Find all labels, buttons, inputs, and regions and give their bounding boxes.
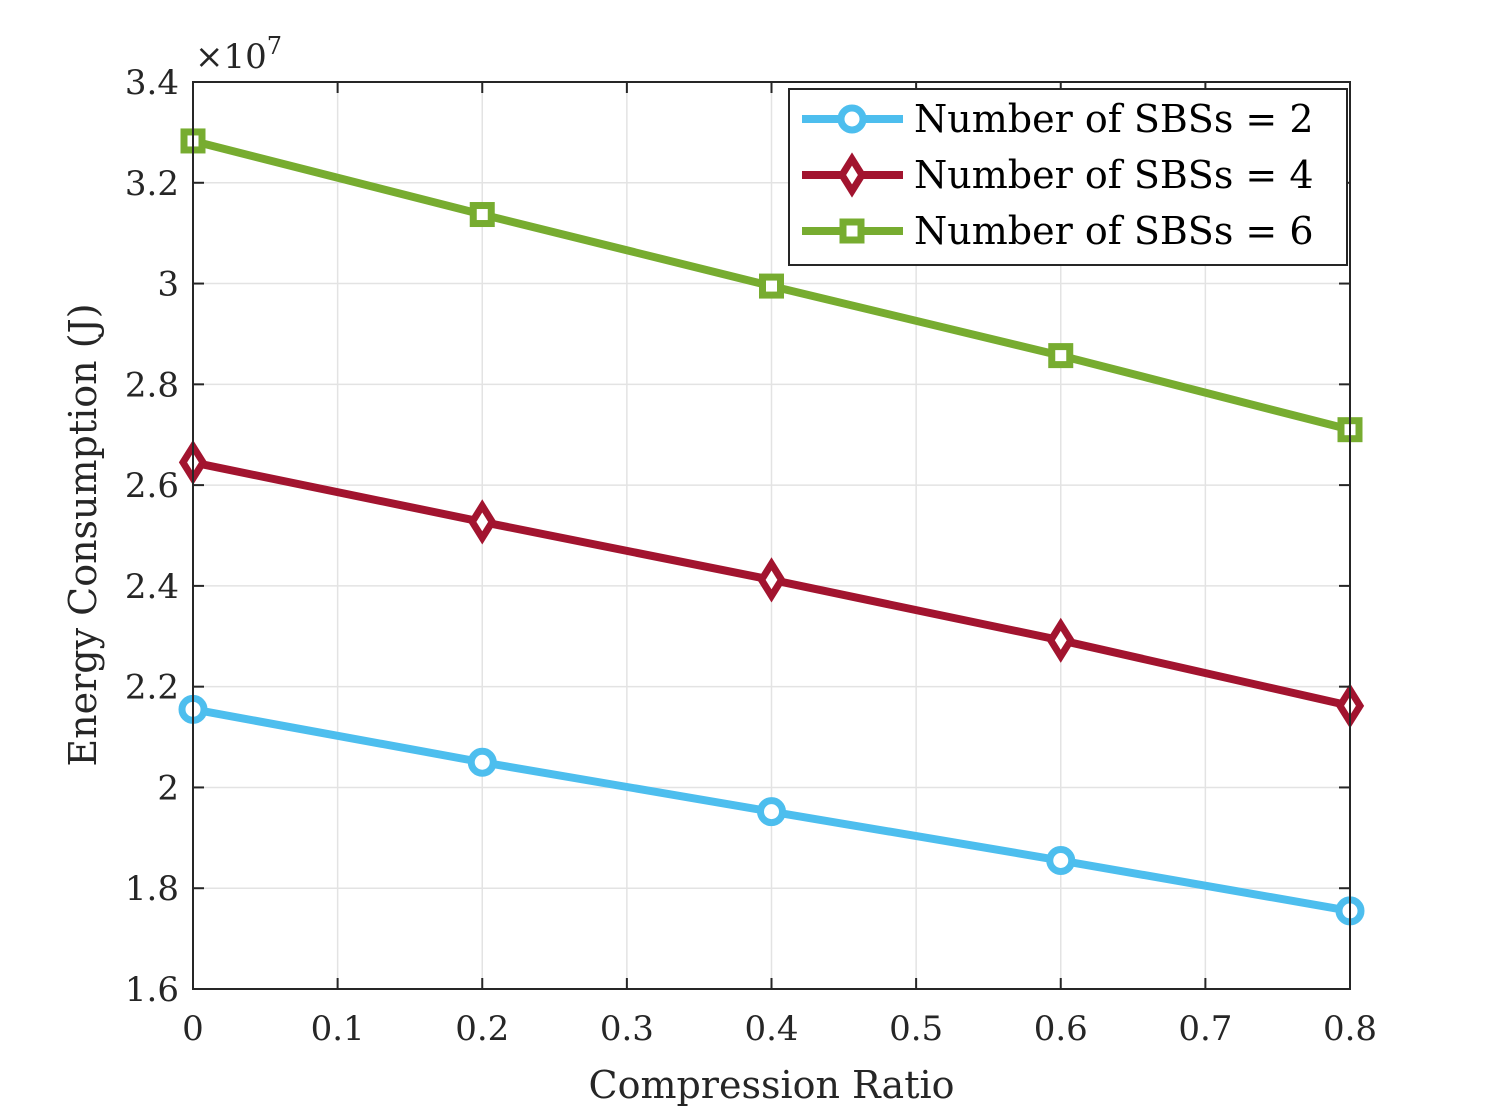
x-tick-label: 0.6	[1034, 1009, 1088, 1049]
y-tick-label: 3	[157, 265, 179, 305]
y-tick-label: 2.6	[125, 466, 179, 506]
legend-swatch-marker	[839, 218, 865, 244]
legend-swatch-marker	[837, 104, 867, 134]
data-point	[1046, 617, 1075, 663]
x-tick-label: 0.5	[889, 1009, 943, 1049]
x-tick-label: 0.2	[455, 1009, 509, 1049]
y-multiplier-exponent: 7	[267, 32, 282, 60]
data-point	[1046, 846, 1076, 876]
y-multiplier-label: ×107	[195, 32, 282, 77]
y-tick-label: 3.4	[125, 63, 179, 103]
x-tick-label: 0	[182, 1009, 204, 1049]
x-tick-label: 0.3	[600, 1009, 654, 1049]
axes: 0 0.1 0.2 0.3 0.4 0.5 0.6 0.7 0.8 1.6 1.8 2 2.2 2.4 2.…	[125, 63, 1377, 1049]
series-3	[180, 128, 1363, 443]
x-tick-label: 0.1	[311, 1009, 365, 1049]
legend-swatch-marker	[837, 152, 867, 198]
legend: Number of SBSs = 2 Number of SBSs = 4 Numb…	[788, 88, 1348, 266]
x-tick-label: 0.7	[1178, 1009, 1232, 1049]
y-tick-label: 2.4	[125, 567, 179, 607]
legend-label: Number of SBSs = 6	[914, 209, 1314, 253]
data-point	[467, 747, 497, 777]
data-point	[1048, 343, 1074, 369]
y-axis-label: Energy Consumption (J)	[61, 303, 105, 766]
x-axis-label: Compression Ratio	[589, 1063, 955, 1107]
legend-label: Number of SBSs = 2	[914, 97, 1314, 141]
data-point	[468, 499, 497, 545]
y-tick-label: 3.2	[125, 164, 179, 204]
y-tick-label: 2	[157, 768, 179, 808]
legend-item-1: Number of SBSs = 2	[802, 97, 1314, 141]
data-point	[757, 797, 786, 827]
legend-label: Number of SBSs = 4	[914, 153, 1314, 197]
y-tick-label: 2.2	[125, 668, 179, 708]
data-point	[759, 273, 784, 299]
series-layer	[178, 128, 1365, 926]
legend-item-3: Number of SBSs = 6	[802, 209, 1314, 253]
y-multiplier-base: ×10	[195, 37, 267, 77]
legend-item-2: Number of SBSs = 4	[802, 152, 1314, 198]
y-tick-label: 2.8	[125, 365, 179, 405]
x-tick-label: 0.8	[1323, 1009, 1377, 1049]
y-tick-label: 1.8	[125, 869, 179, 909]
series-2	[178, 439, 1365, 729]
y-tick-label: 1.6	[125, 970, 179, 1010]
x-tick-label: 0.4	[744, 1009, 798, 1049]
data-point	[469, 202, 495, 228]
data-point	[757, 557, 786, 603]
